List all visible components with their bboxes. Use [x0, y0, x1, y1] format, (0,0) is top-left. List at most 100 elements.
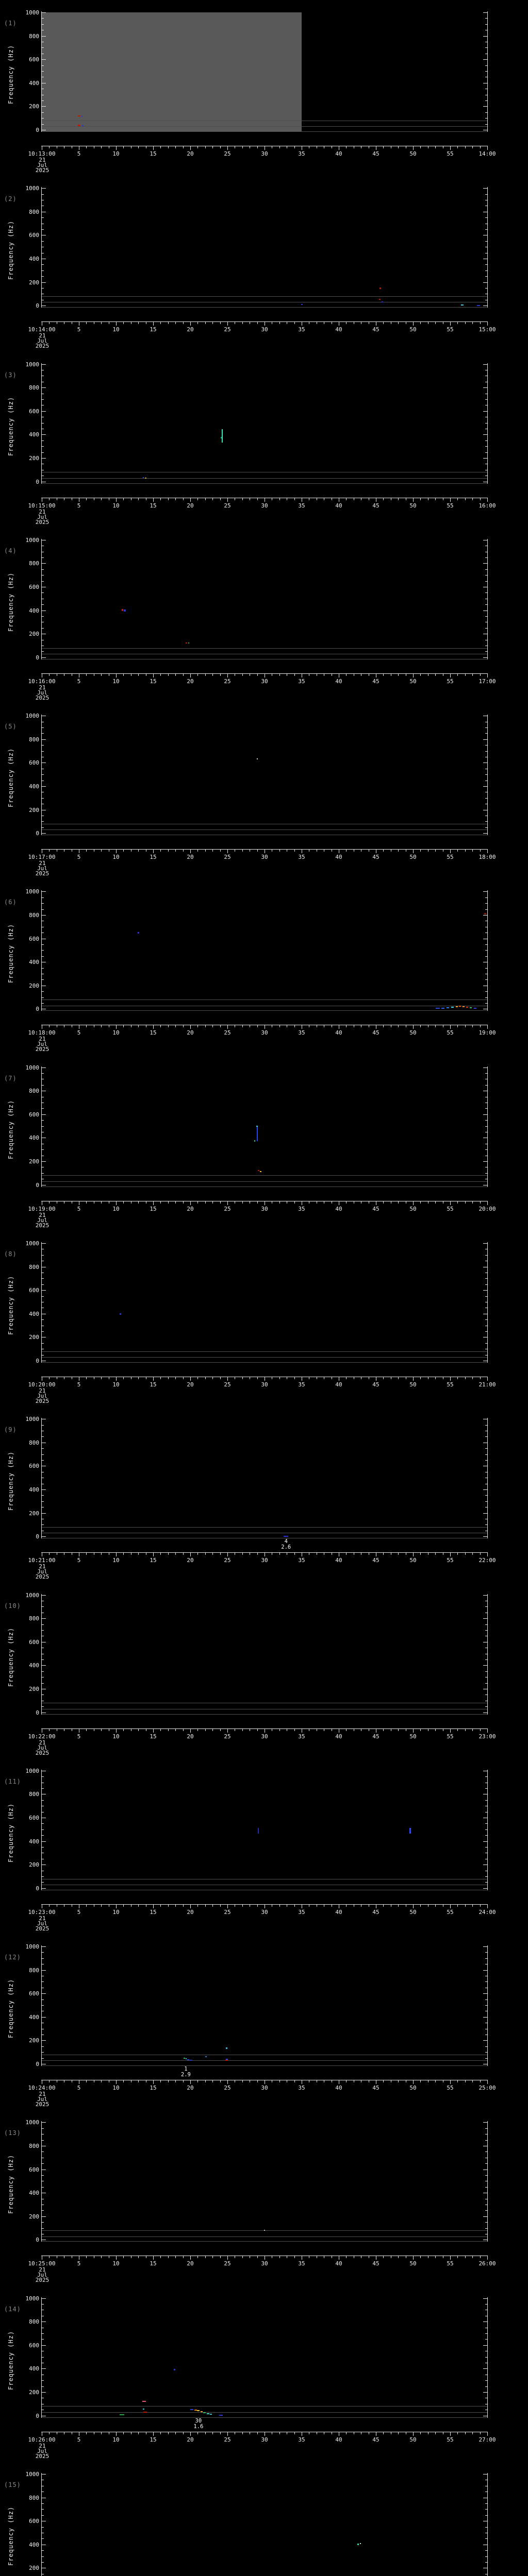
time-tick-label: 40 — [335, 502, 342, 509]
time-tick-label: 30 — [261, 677, 268, 685]
time-tick — [242, 322, 243, 325]
y-tick — [42, 2046, 44, 2047]
time-tick — [49, 498, 50, 500]
time-tick — [123, 1025, 124, 1028]
y-tick — [42, 229, 44, 230]
y-tick-label: 400 — [29, 256, 39, 263]
time-tick-label: 40 — [335, 1029, 342, 1037]
time-tick — [183, 1377, 184, 1379]
y-tick-label: 800 — [29, 1088, 39, 1095]
y-tick-label: 600 — [29, 935, 39, 942]
y-tick — [485, 2175, 487, 2176]
time-tick — [242, 1377, 243, 1379]
date-line: 21 — [39, 860, 46, 867]
y-tick — [42, 24, 44, 25]
time-tick — [257, 673, 258, 676]
time-tick-label: 25 — [224, 2436, 231, 2443]
time-tick-label: 20 — [187, 2260, 194, 2267]
time-tick — [190, 1728, 191, 1733]
time-tick — [279, 2256, 280, 2259]
time-tick — [487, 1201, 488, 1205]
panel-number-label: (8) — [4, 1250, 17, 1258]
y-axis-title: Frequency (Hz) — [7, 1451, 14, 1511]
time-tick — [123, 322, 124, 325]
time-tick — [197, 2256, 199, 2259]
time-tick — [450, 673, 451, 677]
band-line — [42, 1527, 487, 1528]
time-tick — [168, 498, 169, 500]
time-tick — [465, 1728, 466, 1731]
band-line — [42, 1175, 487, 1176]
marker-count-label: 1 — [184, 2066, 188, 2073]
time-tick — [450, 2432, 451, 2436]
time-tick — [279, 1201, 280, 1204]
time-tick — [123, 2080, 124, 2083]
y-tick-label: 800 — [29, 736, 39, 743]
y-tick — [485, 1882, 487, 1883]
time-tick-label: 25 — [224, 1733, 231, 1740]
y-tick — [42, 1149, 44, 1150]
time-tick-label: 45 — [372, 1205, 380, 1212]
time-tick-label: 25 — [224, 2084, 231, 2092]
time-tick — [49, 322, 50, 325]
time-tick — [138, 322, 139, 325]
time-tick — [450, 1728, 451, 1733]
y-tick — [483, 1888, 487, 1889]
y-tick — [483, 2345, 487, 2346]
y-tick — [42, 915, 46, 916]
spectrogram-panel: (6) Frequency (Hz) 0 200 400 600 800 1000 10:… — [0, 879, 528, 1055]
time-tick — [205, 850, 206, 852]
panel-number-label: (2) — [4, 195, 17, 203]
spectrogram-panel: (13) Frequency (Hz) 0 200 400 600 800 1000 10… — [0, 2110, 528, 2285]
y-tick — [42, 557, 44, 558]
time-tick — [49, 1201, 50, 1204]
panel-number-label: (13) — [4, 2129, 21, 2137]
time-tick — [450, 2080, 451, 2084]
y-tick-label: 200 — [29, 2213, 39, 2220]
time-tick — [242, 146, 243, 148]
time-tick — [450, 1025, 451, 1029]
y-tick — [485, 440, 487, 441]
y-tick — [483, 1513, 487, 1514]
y-tick-label: 200 — [29, 2037, 39, 2044]
time-tick — [472, 2080, 473, 2083]
time-tick — [420, 2432, 421, 2434]
time-tick-label: 55 — [447, 1557, 454, 1564]
time-tick — [457, 673, 458, 676]
detection-mark — [183, 2058, 185, 2059]
time-tick-label: 55 — [447, 854, 454, 861]
detection-mark — [256, 1126, 258, 1127]
y-tick — [485, 1624, 487, 1625]
y-tick — [483, 434, 487, 435]
y-tick — [483, 833, 487, 834]
time-tick — [242, 1201, 243, 1204]
time-tick — [212, 2080, 213, 2083]
time-tick-label: 35 — [298, 1205, 305, 1212]
y-tick — [42, 2515, 44, 2516]
y-tick — [42, 1606, 44, 1607]
time-tick-label: 5 — [77, 1908, 81, 1916]
time-end-label: 24:00 — [478, 1908, 496, 1916]
y-tick — [483, 12, 487, 13]
y-tick — [485, 2005, 487, 2006]
y-tick — [483, 2122, 487, 2123]
y-tick-label: 600 — [29, 1815, 39, 1821]
spectrogram-plot — [42, 2122, 487, 2242]
band-line — [42, 2241, 487, 2242]
time-tick — [465, 2256, 466, 2259]
y-tick — [485, 651, 487, 652]
time-tick — [116, 1025, 117, 1029]
time-tick-label: 30 — [261, 1205, 268, 1212]
y-tick — [42, 1126, 44, 1127]
band-line — [42, 829, 487, 831]
time-tick-label: 50 — [409, 854, 417, 861]
time-tick — [413, 2432, 414, 2436]
y-tick — [485, 1683, 487, 1684]
y-tick-label: 0 — [36, 1533, 39, 1540]
y-tick — [42, 188, 46, 189]
time-tick — [183, 2432, 184, 2434]
date-line: 21 — [39, 508, 46, 515]
y-tick — [42, 399, 44, 400]
time-tick-label: 55 — [447, 326, 454, 333]
time-tick — [457, 1377, 458, 1379]
